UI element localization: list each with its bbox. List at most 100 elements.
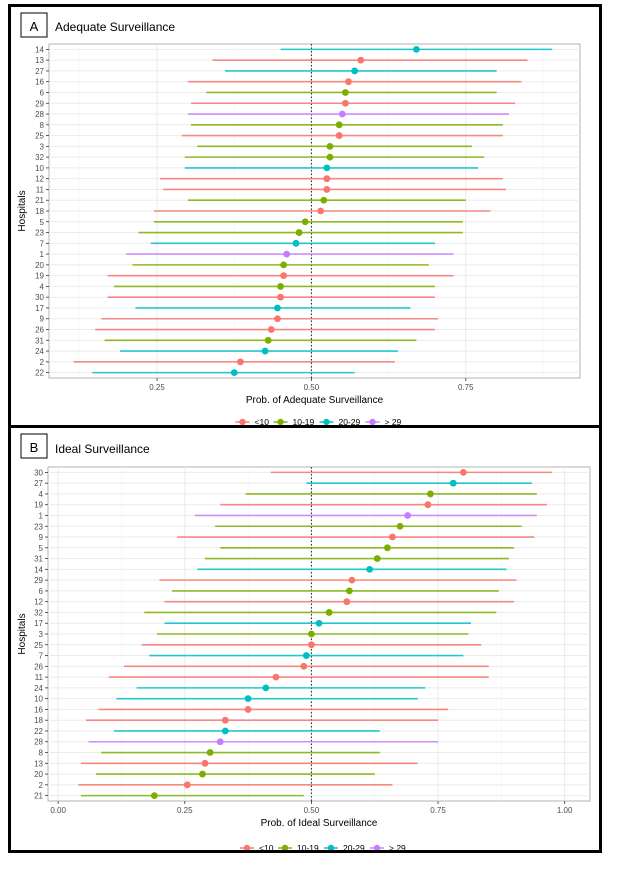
y-tick-label: 2 [40, 358, 45, 367]
y-tick-label: 23 [35, 229, 44, 238]
y-tick-label: 21 [35, 196, 44, 205]
y-tick-label: 6 [40, 88, 45, 97]
y-tick-label: 32 [35, 153, 44, 162]
y-tick-label: 21 [34, 792, 43, 801]
x-axis-title: Prob. of Ideal Surveillance [261, 818, 378, 829]
point-hospital-5 [383, 544, 391, 552]
y-tick-label: 30 [34, 468, 43, 477]
point-hospital-3 [326, 142, 334, 150]
y-tick-label: 26 [34, 662, 43, 671]
x-tick-label: 1.00 [557, 806, 573, 815]
y-tick-label: 5 [39, 544, 44, 553]
y-tick-label: 1 [39, 511, 44, 520]
y-tick-label: 27 [34, 479, 43, 488]
point-hospital-27 [351, 67, 359, 75]
y-tick-label: 4 [40, 282, 45, 291]
point-hospital-25 [335, 132, 343, 139]
point-hospital-8 [206, 749, 214, 756]
point-hospital-17 [274, 304, 281, 312]
legend-label: 10-19 [297, 843, 319, 850]
point-hospital-8 [335, 121, 343, 129]
legend-key-point [243, 844, 251, 850]
point-hospital-32 [326, 153, 334, 161]
x-tick-label: 0.50 [304, 383, 320, 392]
y-tick-label: 11 [35, 673, 44, 682]
panel-title: Adequate Surveillance [55, 20, 175, 34]
legend-item-4: > 29 [365, 417, 402, 425]
y-tick-label: 9 [39, 533, 44, 542]
panel-letter: B [30, 440, 39, 455]
point-hospital-17 [315, 619, 323, 627]
y-tick-label: 25 [35, 132, 44, 141]
point-hospital-13 [357, 56, 365, 64]
legend-label: 10-19 [293, 417, 315, 425]
y-tick-label: 17 [35, 304, 44, 313]
point-hospital-24 [261, 347, 269, 355]
x-tick-label: 0.25 [149, 383, 165, 392]
point-hospital-12 [323, 175, 331, 183]
y-axis-title: Hospitals [17, 613, 28, 654]
panel-title: Ideal Surveillance [55, 442, 150, 456]
legend-item-3: 20-29 [319, 417, 361, 425]
point-hospital-2 [237, 358, 244, 366]
y-tick-label: 29 [34, 576, 43, 585]
y-tick-label: 28 [35, 110, 44, 119]
y-tick-label: 10 [35, 164, 44, 173]
y-tick-label: 5 [40, 218, 45, 227]
point-hospital-9 [274, 315, 281, 323]
point-hospital-16 [244, 706, 252, 713]
x-axis-title: Prob. of Adequate Surveillance [246, 395, 384, 406]
point-hospital-24 [262, 684, 270, 692]
panel-letter: A [30, 19, 39, 34]
point-hospital-9 [389, 533, 396, 541]
y-tick-label: 18 [35, 207, 44, 216]
y-tick-label: 9 [40, 315, 45, 324]
y-tick-label: 25 [34, 641, 43, 650]
y-tick-label: 27 [35, 67, 44, 76]
point-hospital-10 [323, 164, 331, 172]
point-hospital-7 [292, 239, 300, 247]
panel-b: B Ideal Surveillance 30 27 4 19 1 23 9 5 31 14 29 6 12… [8, 425, 602, 853]
legend-key-point [323, 418, 330, 425]
point-hospital-18 [317, 207, 325, 215]
point-hospital-16 [345, 78, 352, 86]
legend-key-point [277, 418, 284, 425]
y-tick-label: 3 [40, 142, 45, 151]
point-hospital-13 [201, 759, 209, 767]
legend-item-3: 20-29 [324, 843, 365, 850]
panel-letter-box [20, 12, 48, 38]
y-tick-label: 3 [39, 630, 44, 639]
y-tick-label: 23 [34, 522, 43, 531]
point-hospital-19 [280, 272, 288, 280]
y-tick-label: 11 [36, 185, 45, 194]
y-tick-label: 16 [34, 705, 43, 714]
point-hospital-14 [366, 565, 374, 573]
x-tick-label: 0.75 [458, 383, 474, 392]
y-tick-label: 10 [34, 695, 43, 704]
point-hospital-5 [301, 218, 309, 226]
legend-key-point [373, 844, 381, 850]
point-hospital-22 [221, 727, 229, 735]
point-hospital-10 [244, 695, 252, 703]
legend-key-point [239, 418, 246, 425]
point-hospital-22 [230, 369, 238, 377]
legend-key-point [369, 418, 376, 425]
point-hospital-11 [272, 673, 280, 681]
y-tick-label: 22 [34, 727, 43, 736]
y-tick-label: 16 [35, 78, 44, 87]
x-tick-label: 0.00 [50, 806, 66, 815]
point-hospital-28 [216, 738, 224, 746]
point-hospital-32 [325, 609, 333, 616]
y-tick-label: 18 [34, 716, 43, 725]
y-tick-label: 22 [35, 369, 44, 378]
y-tick-label: 8 [40, 121, 45, 130]
legend-item-1: <10 [235, 417, 269, 425]
point-hospital-6 [345, 587, 353, 595]
point-hospital-26 [267, 326, 275, 333]
legend-item-2: 10-19 [278, 843, 319, 850]
point-hospital-12 [343, 598, 351, 606]
y-tick-label: 13 [34, 759, 43, 768]
y-tick-label: 31 [35, 336, 44, 345]
y-tick-label: 31 [34, 555, 43, 564]
y-tick-label: 30 [35, 293, 44, 302]
